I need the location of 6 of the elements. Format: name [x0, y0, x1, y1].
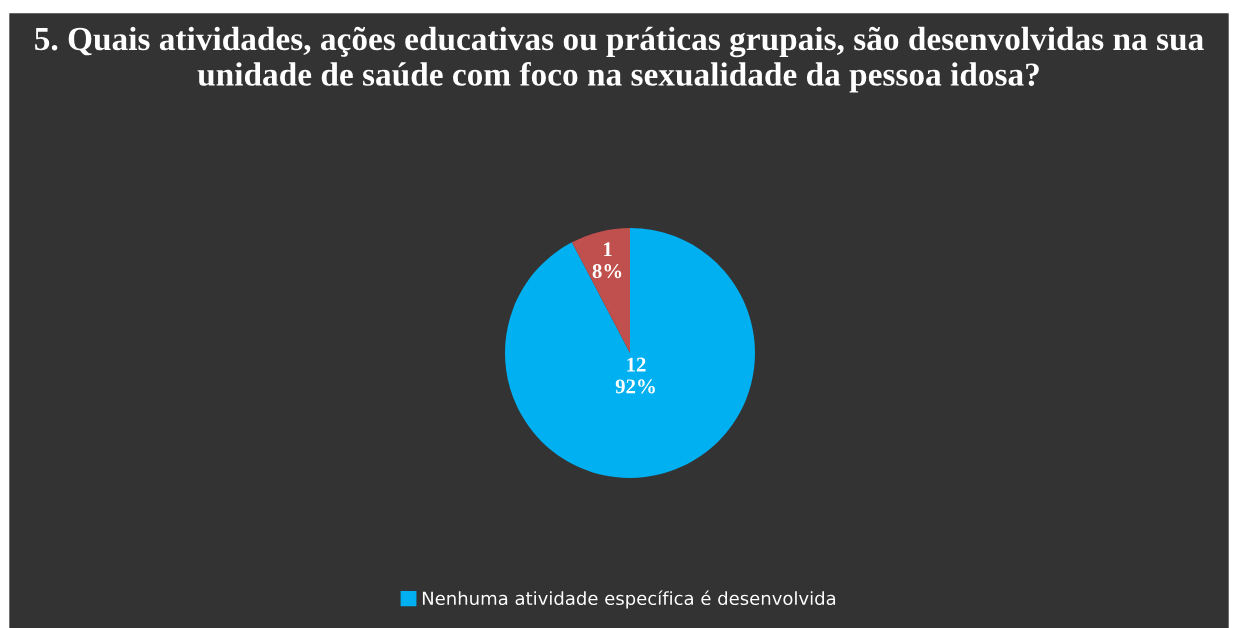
- legend-label: Nenhuma atividade específica é desenvolvida: [422, 590, 836, 609]
- chart-title: 5. Quais atividades, ações educativas ou práticas grupais, são desenvolvidas na sua unidade de saúde com foco na sexualidade da pessoa idosa?: [35, 26, 1204, 93]
- data-label: 12 92%: [615, 357, 655, 394]
- data-label: 1 8%: [592, 242, 622, 279]
- pie-slice: [571, 228, 630, 353]
- pie-slice: [505, 228, 755, 478]
